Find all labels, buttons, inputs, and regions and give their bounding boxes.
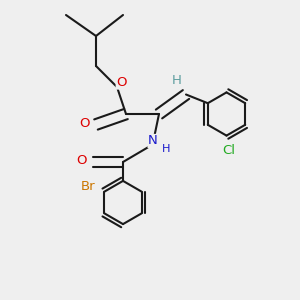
Text: H: H [172,74,182,88]
Text: O: O [80,116,90,130]
Text: N: N [148,134,158,148]
Text: O: O [116,76,127,89]
Text: O: O [76,154,87,167]
Text: Cl: Cl [222,143,236,157]
Text: Br: Br [80,180,95,193]
Text: H: H [162,143,171,154]
